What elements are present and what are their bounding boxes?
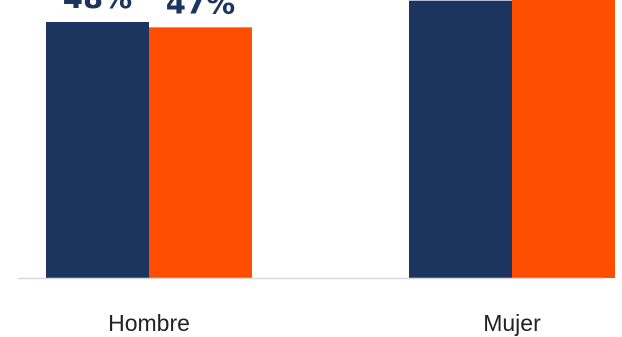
- value-labels-group: 48%47%52%53%: [63, 0, 235, 20]
- bar-mujer-series-2: [512, 0, 615, 278]
- category-label-hombre: Hombre: [108, 310, 190, 336]
- bar-hombre-series-1: [46, 22, 149, 278]
- category-labels-group: Hombre Mujer: [108, 310, 541, 336]
- bar-hombre-series-2: [149, 27, 252, 279]
- value-label-hombre-series-2: 47%: [166, 0, 235, 20]
- category-label-mujer: Mujer: [483, 310, 541, 336]
- bar-mujer-series-1: [409, 0, 512, 279]
- bars-group: [46, 0, 615, 279]
- value-label-hombre-series-1: 48%: [63, 0, 132, 15]
